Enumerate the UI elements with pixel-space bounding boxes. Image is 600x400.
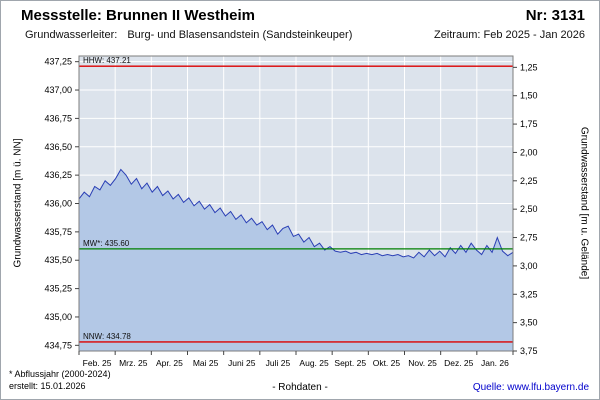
x-tick-label: Jan. 26 <box>481 358 509 368</box>
y-tick-label-left: 436,00 <box>44 199 72 209</box>
footer-left: * Abflussjahr (2000-2024) erstellt: 15.0… <box>9 368 111 392</box>
y-tick-label-left: 435,75 <box>44 227 72 237</box>
y-tick-label-left: 437,00 <box>44 85 72 95</box>
reference-line-label: HHW: 437.21 <box>83 56 131 65</box>
y-tick-label-left: 435,50 <box>44 255 72 265</box>
y-tick-label-right: 2,25 <box>520 176 538 186</box>
y-tick-label-right: 2,50 <box>520 204 538 214</box>
created-date: erstellt: 15.01.2026 <box>9 381 86 391</box>
reference-line-label: NNW: 434.78 <box>83 332 131 341</box>
y-tick-label-right: 1,75 <box>520 119 538 129</box>
y-tick-label-right: 1,50 <box>520 91 538 101</box>
y-axis-label-left: Grundwasserstand [m ü. NN] <box>12 138 24 268</box>
y-tick-label-right: 2,00 <box>520 147 538 157</box>
x-tick-label: Mrz. 25 <box>119 358 148 368</box>
y-tick-label-right: 3,00 <box>520 261 538 271</box>
x-tick-label: Juli 25 <box>266 358 291 368</box>
rohdaten-label: - Rohdaten - <box>272 382 328 393</box>
y-tick-label-left: 437,25 <box>44 57 72 67</box>
y-tick-label-right: 2,75 <box>520 233 538 243</box>
x-tick-label: Apr. 25 <box>156 358 183 368</box>
x-tick-label: Dez. 25 <box>444 358 474 368</box>
period-label: Zeitraum: Feb 2025 - Jan 2026 <box>433 29 585 41</box>
y-tick-label-right: 3,25 <box>520 289 538 299</box>
aquifer-info: Grundwasserleiter: Burg- und Blasensandst… <box>25 29 352 41</box>
page-title: Messstelle: Brunnen II Westheim <box>21 7 255 24</box>
y-tick-label-left: 435,00 <box>44 312 72 322</box>
groundwater-area <box>79 169 513 351</box>
subtitle-row: Grundwasserleiter: Burg- und Blasensandst… <box>25 29 585 41</box>
y-tick-label-right: 3,75 <box>520 346 538 356</box>
chart-area: HHW: 437.21 MW*: 435.60 NNW: 434.78 437,25 4… <box>1 46 599 376</box>
reference-line-label: MW*: 435.60 <box>83 239 130 248</box>
y-tick-label-left: 436,25 <box>44 170 72 180</box>
y-axis-label-right: Grundwasserstand [m u. Gelände] <box>578 126 590 280</box>
groundwater-line <box>78 168 514 259</box>
title-row: Messstelle: Brunnen II Westheim Nr: 3131 <box>21 7 585 24</box>
x-tick-label: Aug. 25 <box>299 358 329 368</box>
y-tick-label-left: 435,25 <box>44 284 72 294</box>
source-link[interactable]: Quelle: www.lfu.bayern.de <box>472 382 589 393</box>
y-tick-label-left: 434,75 <box>44 340 72 350</box>
x-tick-label: Juni 25 <box>228 358 256 368</box>
y-tick-label-right: 1,25 <box>520 62 538 72</box>
x-tick-label: Mai 25 <box>193 358 219 368</box>
aquifer-label: Grundwasserleiter: <box>25 29 118 41</box>
groundwater-chart: HHW: 437.21 MW*: 435.60 NNW: 434.78 437,25 4… <box>44 55 538 368</box>
y-tick-label-left: 436,50 <box>44 142 72 152</box>
footnote-abflussjahr: * Abflussjahr (2000-2024) <box>9 369 111 379</box>
x-tick-label: Nov. 25 <box>408 358 437 368</box>
y-tick-label-right: 3,50 <box>520 318 538 328</box>
aquifer-value: Burg- und Blasensandstein (Sandsteinkeup… <box>127 29 353 41</box>
x-tick-label: Okt. 25 <box>373 358 401 368</box>
y-tick-label-left: 436,75 <box>44 113 72 123</box>
x-tick-label: Sept. 25 <box>334 358 366 368</box>
station-number: Nr: 3131 <box>525 7 585 24</box>
x-tick-label: Feb. 25 <box>83 358 112 368</box>
